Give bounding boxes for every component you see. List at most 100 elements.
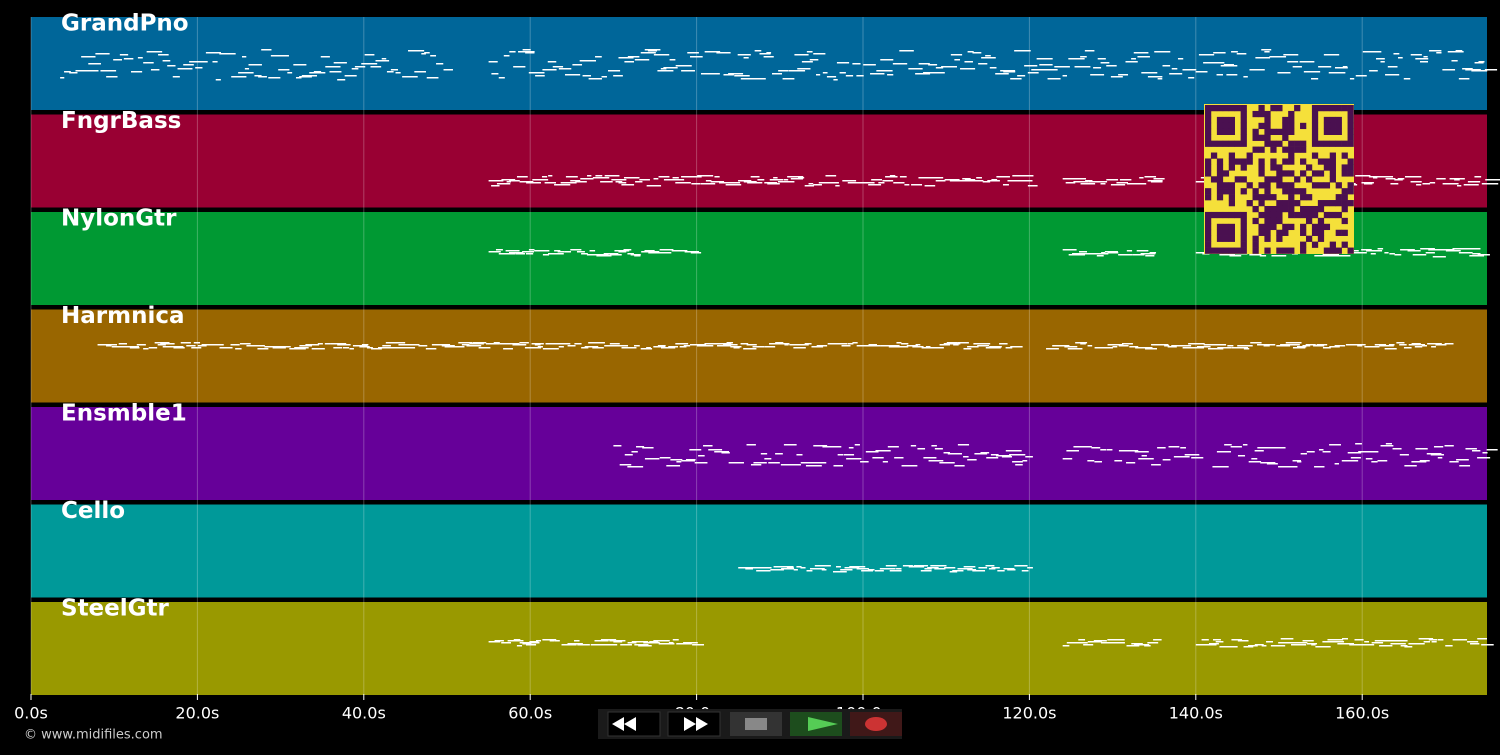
qr-module [1205,211,1212,219]
note [944,179,960,181]
note [991,567,1000,569]
qr-module [1288,152,1295,159]
qr-module [1311,128,1319,135]
note [1118,74,1129,76]
note [746,444,756,446]
note [653,640,670,642]
note [697,345,714,347]
note [542,639,557,641]
note [558,346,564,348]
qr-module [1347,134,1354,141]
note [1164,345,1170,347]
note [658,643,667,645]
note [1057,66,1070,68]
note [798,177,805,179]
qr-module [1205,247,1212,254]
note [627,347,635,349]
note [1242,444,1248,446]
qr-module [1210,247,1218,254]
qr-module [1311,140,1319,147]
note [395,72,401,74]
note [424,52,430,54]
note [1374,640,1387,642]
qr-module [1252,134,1259,141]
play-button[interactable] [790,712,842,736]
note [705,180,712,182]
note [1012,175,1024,177]
qr-module [1240,110,1247,118]
note [1010,346,1023,348]
note [305,344,320,346]
qr-module [1264,217,1271,225]
stop-button[interactable] [730,712,782,736]
note [1249,254,1262,256]
note [847,343,854,345]
note [651,251,660,253]
note [522,49,531,51]
note [800,462,817,464]
qr-module [1205,194,1212,201]
qr-module [1222,182,1230,189]
qr-module [1258,122,1265,130]
note [1300,453,1307,455]
note [618,57,634,59]
qr-module [1228,158,1235,165]
note [567,643,583,645]
note [1254,644,1264,646]
note [1397,178,1405,180]
qr-module [1264,247,1271,254]
note [964,61,973,63]
note [1100,642,1116,644]
note [902,565,913,567]
note [1212,466,1229,468]
note [714,451,730,453]
note [822,72,828,74]
record-button[interactable] [850,712,902,736]
note [870,73,885,75]
note [1412,643,1425,645]
note [1223,64,1234,66]
qr-module [1264,140,1271,147]
note [1451,60,1458,62]
note [599,342,605,344]
qr-module [1270,164,1277,171]
note [723,74,734,76]
note [1452,639,1465,641]
note [627,466,644,468]
rewind-button[interactable] [607,711,661,737]
note [1188,77,1195,79]
qr-module [1264,188,1271,195]
note [1466,248,1481,250]
note [775,342,784,344]
forward-button[interactable] [667,711,721,737]
note [920,570,932,572]
note [1421,345,1427,347]
note [1481,183,1499,185]
note [954,59,961,61]
qr-module [1246,200,1253,207]
note [1380,445,1394,447]
note [813,184,822,186]
qr-module [1282,170,1289,177]
note [1485,179,1500,181]
note [939,344,950,346]
qr-module [1210,211,1218,219]
note [272,347,286,349]
qr-module [1240,188,1247,195]
note [1015,464,1023,466]
note [889,570,902,572]
note [987,180,1000,182]
qr-module [1341,164,1348,171]
tick-label: 120.0s [1002,704,1056,723]
qr-module [1234,158,1241,165]
note [641,251,658,253]
qr-module [1258,110,1265,118]
qr-module [1311,122,1319,130]
note [1465,69,1481,71]
note [927,567,939,569]
note [1378,176,1394,178]
note [668,642,674,644]
note [1428,249,1444,251]
note [615,181,623,183]
note [873,345,881,347]
